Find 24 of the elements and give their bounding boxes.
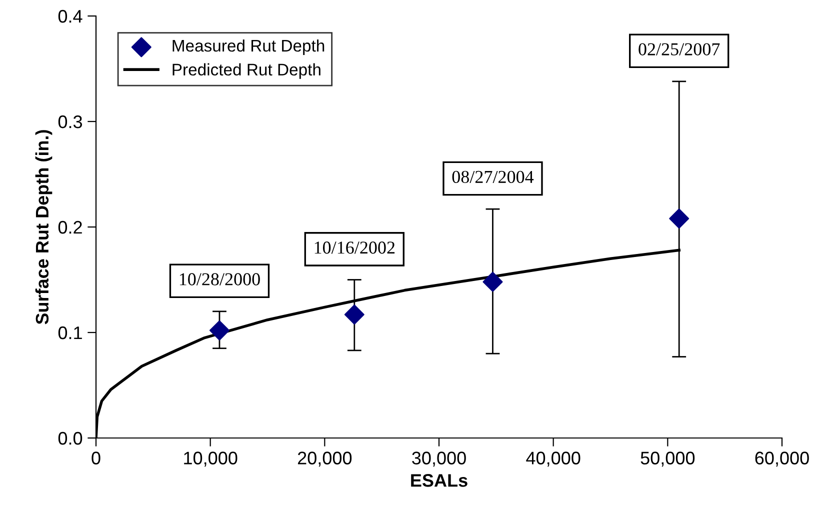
y-tick-label: 0.3 xyxy=(58,115,82,128)
annotation: 10/28/2000 xyxy=(180,273,260,286)
point xyxy=(344,304,364,325)
x-tick-label: 40,000 xyxy=(526,452,580,467)
point xyxy=(209,320,230,340)
x-tick-label: 0 xyxy=(92,452,100,464)
annotation: 10/16/2002 xyxy=(314,242,395,254)
x-axis-title: ESALs xyxy=(411,474,468,487)
y-axis-title: Surface Rut Depth (in.) xyxy=(35,130,52,324)
point xyxy=(482,272,503,292)
annotation: 08/27/2004 xyxy=(452,170,534,184)
annotation: 02/25/2007 xyxy=(638,43,720,56)
x-tick-label: 10,000 xyxy=(184,452,238,467)
point xyxy=(669,208,690,229)
x-tick-label: 60,000 xyxy=(755,452,809,467)
y-tick-label: 0.1 xyxy=(58,326,82,340)
y-tick-label: 0.2 xyxy=(58,220,82,234)
x-tick-label: 20,000 xyxy=(298,452,352,467)
x-tick-label: 50,000 xyxy=(640,452,695,467)
legend-label: Measured Rut Depth xyxy=(172,39,324,55)
y-tick-label: 0.4 xyxy=(58,10,82,23)
x-tick-label: 30,000 xyxy=(412,452,466,467)
y-tick-label: 0.0 xyxy=(58,432,82,445)
legend-label: Predicted Rut Depth xyxy=(172,63,320,79)
